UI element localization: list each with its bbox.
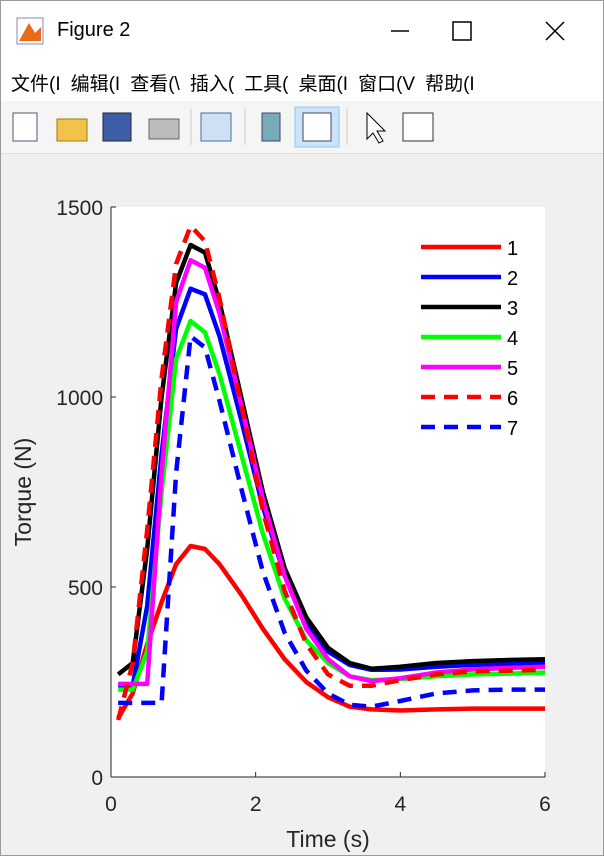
legend-icon (302, 112, 332, 142)
legend-label: 4 (507, 328, 518, 350)
x-tick-label: 4 (394, 793, 406, 816)
save-icon[interactable] (102, 112, 132, 142)
y-tick-label: 0 (91, 767, 103, 790)
plot-area (111, 207, 545, 777)
title-icons (16, 17, 565, 45)
legend-label: 6 (507, 388, 518, 410)
menu-item[interactable]: 工具( (244, 74, 289, 95)
colorbar-icon[interactable] (261, 112, 281, 142)
menu-item[interactable]: 桌面(I (298, 74, 349, 95)
line-series (118, 333, 545, 709)
pointer-icon[interactable] (366, 111, 387, 144)
property-icon[interactable] (402, 112, 434, 142)
legend-label: 7 (507, 418, 518, 440)
title-bar: Figure 2 (1, 1, 603, 61)
link-icon[interactable] (200, 112, 232, 142)
x-axis-label: Time (s) (286, 826, 369, 852)
new-icon[interactable] (12, 112, 38, 142)
close-button[interactable] (545, 21, 565, 41)
menu-item[interactable]: 帮助(I (425, 74, 475, 95)
legend-label: 5 (507, 358, 518, 380)
menu-item[interactable]: 文件(I (11, 74, 61, 95)
window-title: Figure 2 (57, 19, 131, 41)
y-tick-label: 1000 (56, 387, 103, 410)
menu-item[interactable]: 查看(\ (130, 74, 180, 95)
print-icon[interactable] (148, 118, 180, 140)
legend-label: 1 (507, 238, 518, 260)
menu-bar: 文件(I 编辑(I 查看(\ 插入( 工具( 桌面(I 窗口(V 帮助(I (1, 61, 603, 101)
x-tick-label: 0 (105, 793, 117, 816)
y-axis-label: Torque (N) (10, 438, 36, 547)
line-series (116, 543, 545, 720)
chart: 0 2 4 6 0 500 1000 1500 Time (s) Torque (N) 1 2 3 4 5 6… (10, 197, 551, 852)
open-icon[interactable] (56, 118, 88, 142)
app-icon-shape (19, 23, 41, 41)
y-tick-label: 500 (68, 577, 103, 600)
toolbar (1, 101, 603, 154)
legend-label: 2 (507, 268, 518, 290)
line-series (116, 223, 546, 721)
legend-label: 3 (507, 298, 518, 320)
y-tick-label: 1500 (56, 197, 103, 220)
x-tick-label: 6 (539, 793, 551, 816)
maximize-button[interactable] (452, 21, 472, 41)
x-tick-label: 2 (250, 793, 262, 816)
toolbar-icons (12, 106, 434, 148)
menu-item[interactable]: 插入( (189, 74, 235, 95)
menu-item[interactable]: 窗口(V (358, 74, 416, 95)
menu-item[interactable]: 编辑(I (70, 74, 121, 95)
